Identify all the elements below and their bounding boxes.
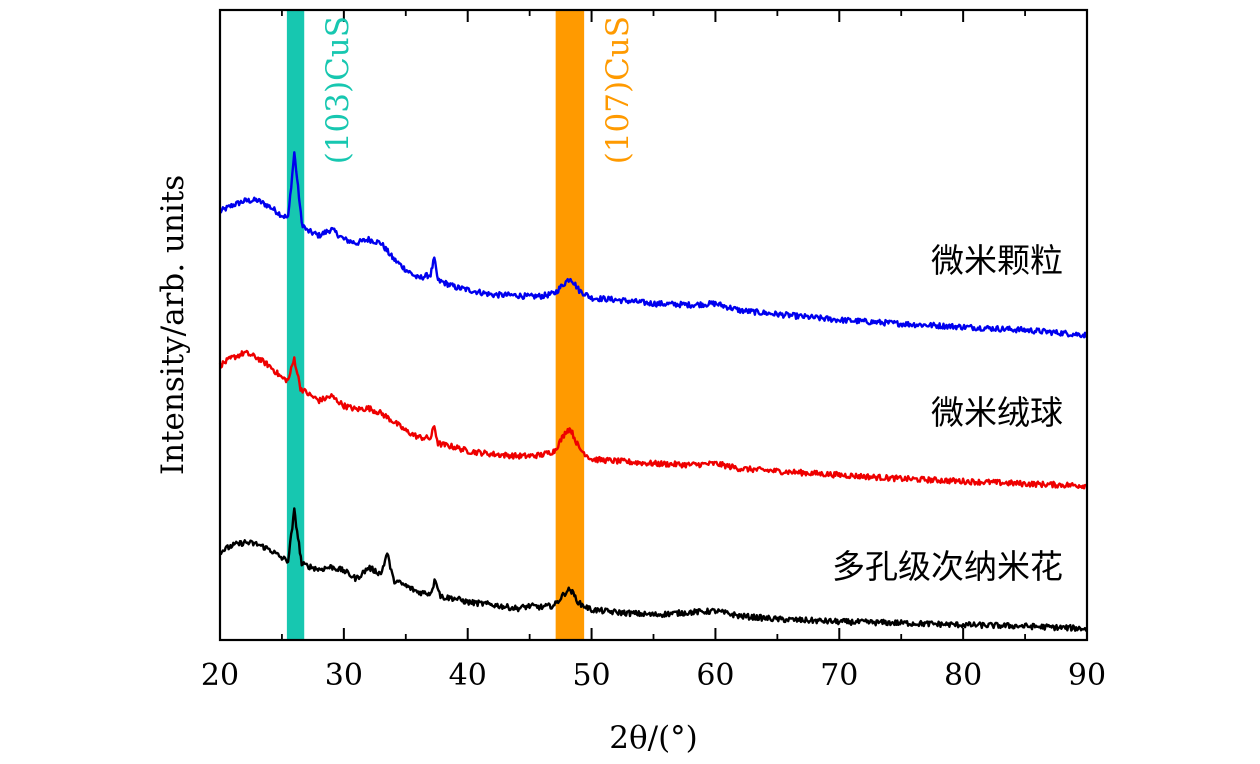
- series-label-porous-nanoflowers: 多孔级次纳米花: [832, 547, 1063, 586]
- x-axis-title: 2θ/(°): [609, 720, 698, 756]
- series-line-1: [218, 349, 1088, 490]
- x-tick-label: 50: [572, 658, 610, 693]
- series-layer: [218, 151, 1089, 632]
- series-line-2: [218, 507, 1089, 632]
- y-axis-title: Intensity/arb. units: [155, 175, 191, 475]
- bands-layer: [286, 10, 585, 640]
- x-tick-label: 40: [449, 658, 487, 693]
- series-label-micro-particles: 微米颗粒: [931, 241, 1063, 280]
- x-tick-label: 30: [325, 658, 363, 693]
- axes-layer: 20 30 40 50 60 70 80 90: [201, 8, 1106, 693]
- series-line-0: [219, 151, 1088, 339]
- band-0: [286, 10, 305, 640]
- x-tick-label: 90: [1068, 658, 1106, 693]
- band-label-103-cus: (103)CuS: [320, 16, 356, 164]
- x-tick-label: 60: [696, 658, 734, 693]
- band-label-107-cus: (107)CuS: [600, 16, 636, 164]
- x-tick-label: 20: [201, 658, 239, 693]
- band-1: [555, 10, 585, 640]
- series-label-micro-pompoms: 微米绒球: [931, 393, 1063, 432]
- x-tick-label: 80: [944, 658, 982, 693]
- x-tick-label: 70: [820, 658, 858, 693]
